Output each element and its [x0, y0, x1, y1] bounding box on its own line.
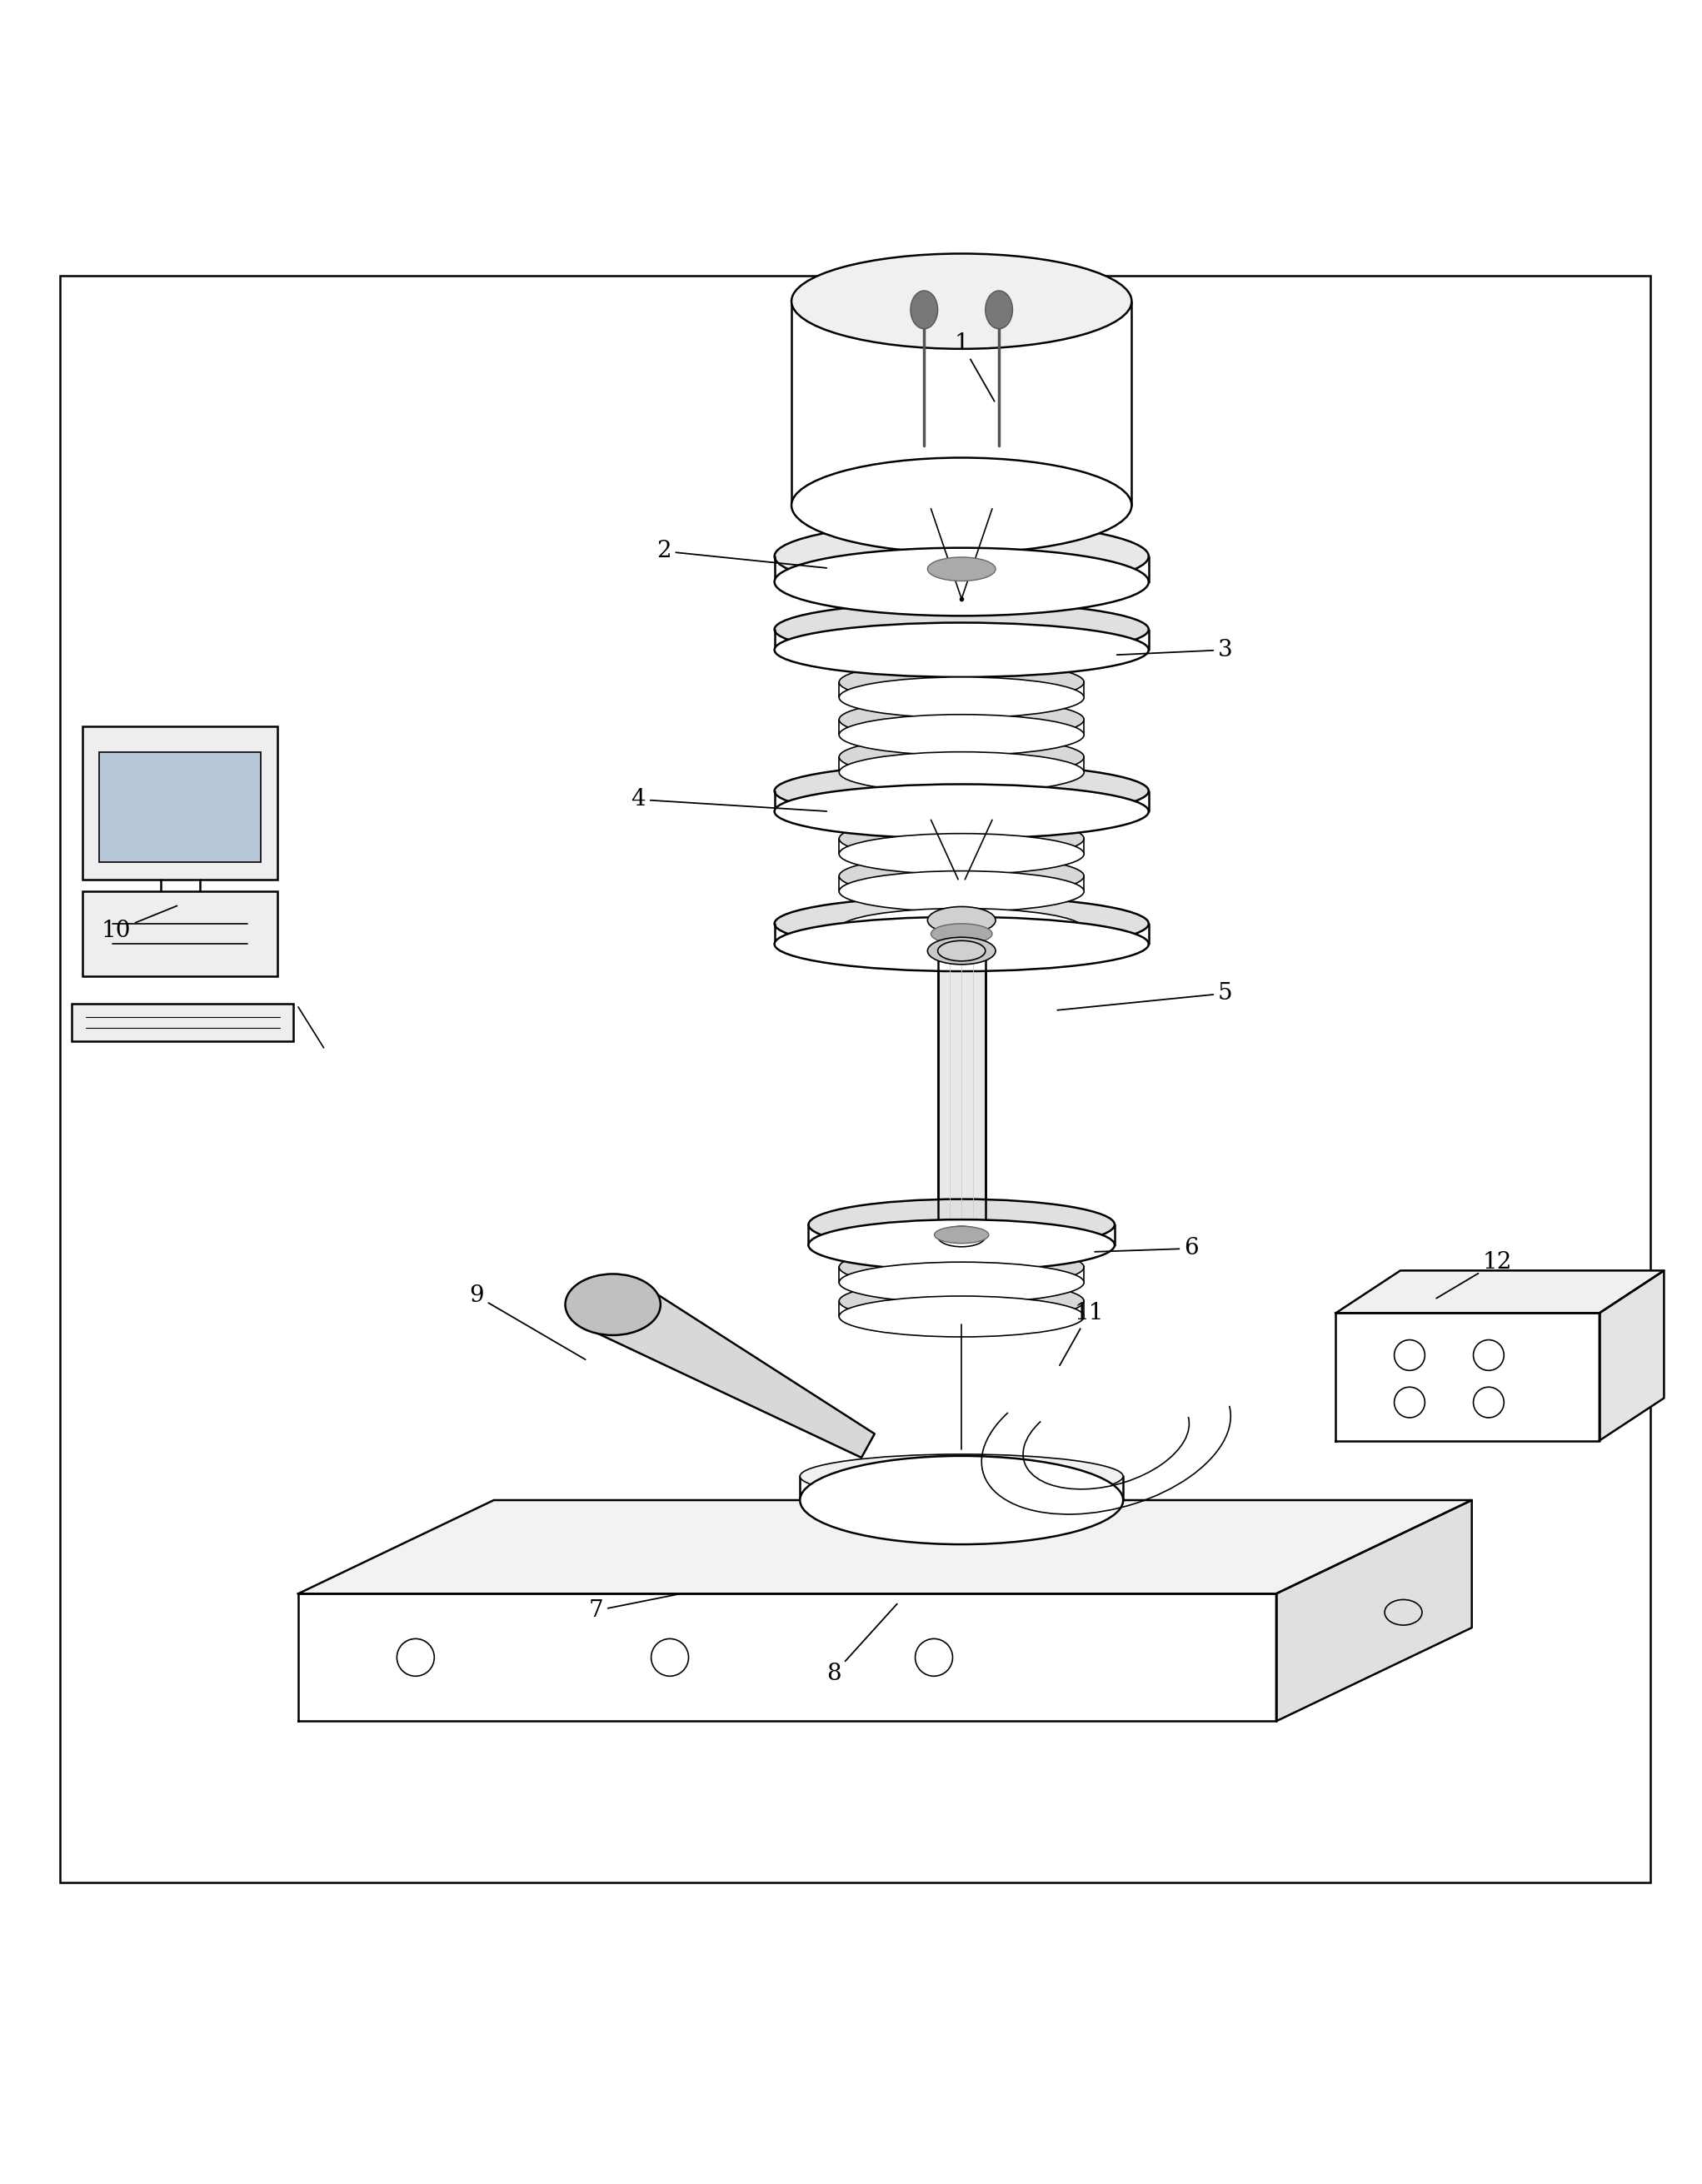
Ellipse shape: [839, 1295, 1084, 1337]
Circle shape: [1394, 1339, 1425, 1372]
Bar: [71, 1005, 293, 1042]
Ellipse shape: [934, 1227, 989, 1243]
Polygon shape: [298, 1500, 1472, 1594]
Ellipse shape: [931, 924, 992, 943]
Circle shape: [1474, 1387, 1505, 1417]
Ellipse shape: [839, 751, 1084, 793]
Ellipse shape: [800, 1457, 1123, 1544]
Polygon shape: [298, 1594, 1276, 1721]
Circle shape: [1474, 1339, 1505, 1372]
Ellipse shape: [808, 1199, 1115, 1249]
Text: 6: 6: [1094, 1236, 1198, 1260]
Text: 12: 12: [1436, 1251, 1511, 1297]
Ellipse shape: [774, 548, 1149, 616]
Ellipse shape: [839, 834, 1084, 874]
Ellipse shape: [938, 941, 985, 961]
Ellipse shape: [791, 253, 1132, 349]
Ellipse shape: [565, 1273, 660, 1334]
Ellipse shape: [839, 856, 1084, 895]
Text: 4: 4: [631, 788, 827, 810]
Circle shape: [916, 1638, 953, 1675]
Ellipse shape: [774, 784, 1149, 839]
Ellipse shape: [839, 1247, 1084, 1289]
Bar: [938, 950, 985, 1236]
Circle shape: [397, 1638, 434, 1675]
Ellipse shape: [839, 893, 1084, 935]
Ellipse shape: [839, 714, 1084, 756]
Text: 7: 7: [589, 1594, 679, 1623]
Ellipse shape: [774, 603, 1149, 657]
Text: 5: 5: [1057, 983, 1232, 1011]
Ellipse shape: [839, 819, 1084, 858]
Polygon shape: [1336, 1271, 1665, 1313]
Circle shape: [652, 1638, 689, 1675]
Ellipse shape: [928, 906, 996, 935]
Ellipse shape: [839, 662, 1084, 703]
Ellipse shape: [800, 1455, 1123, 1498]
Bar: [323, 343, 732, 1127]
Ellipse shape: [928, 937, 996, 965]
Ellipse shape: [774, 895, 1149, 950]
Text: 11: 11: [1060, 1302, 1105, 1365]
Ellipse shape: [774, 917, 1149, 972]
Ellipse shape: [774, 764, 1149, 819]
Text: 3: 3: [1117, 638, 1232, 662]
Ellipse shape: [985, 290, 1013, 330]
Ellipse shape: [911, 290, 938, 330]
Ellipse shape: [938, 1227, 985, 1247]
Circle shape: [1394, 1387, 1425, 1417]
Ellipse shape: [839, 871, 1084, 911]
Bar: [82, 727, 277, 880]
Text: 8: 8: [827, 1603, 897, 1684]
Ellipse shape: [839, 699, 1084, 740]
Text: 2: 2: [657, 539, 827, 568]
Ellipse shape: [774, 522, 1149, 590]
Ellipse shape: [839, 736, 1084, 778]
Text: 9: 9: [470, 1284, 585, 1358]
Ellipse shape: [839, 1262, 1084, 1304]
Ellipse shape: [839, 1280, 1084, 1321]
Ellipse shape: [774, 622, 1149, 677]
Ellipse shape: [928, 557, 996, 581]
Ellipse shape: [839, 677, 1084, 719]
Ellipse shape: [839, 909, 1084, 950]
Polygon shape: [1276, 1500, 1472, 1721]
Polygon shape: [1336, 1313, 1600, 1441]
Polygon shape: [597, 1275, 875, 1457]
Text: 1: 1: [955, 332, 994, 402]
Bar: [99, 751, 260, 863]
Ellipse shape: [1385, 1599, 1423, 1625]
Ellipse shape: [808, 1219, 1115, 1271]
Bar: [82, 891, 277, 976]
Text: 10: 10: [102, 906, 177, 941]
Polygon shape: [1600, 1271, 1665, 1441]
Ellipse shape: [791, 459, 1132, 553]
